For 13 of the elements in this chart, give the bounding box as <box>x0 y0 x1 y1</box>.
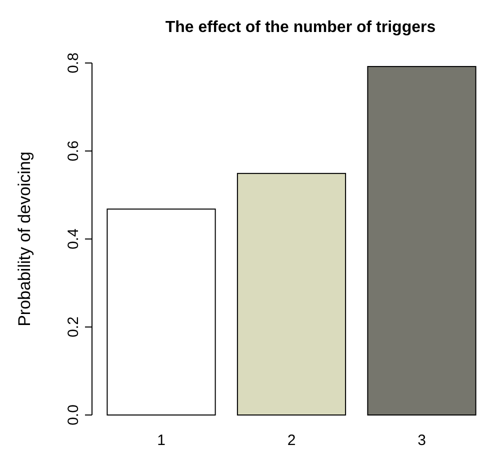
y-tick-label: 0.2 <box>65 316 82 338</box>
y-tick-label: 0.0 <box>65 404 82 426</box>
bar <box>106 208 216 416</box>
chart-title: The effect of the number of triggers <box>165 19 436 36</box>
x-tick-label: 3 <box>418 432 426 449</box>
y-tick-label: 0.4 <box>65 228 82 250</box>
y-tick-label: 0.8 <box>65 52 82 74</box>
bar <box>367 66 476 416</box>
y-axis-title: Probability of devoicing <box>15 152 34 326</box>
x-tick-label: 1 <box>157 432 166 449</box>
bar <box>236 172 346 416</box>
x-tick-label: 2 <box>287 432 296 449</box>
y-tick-label: 0.6 <box>65 140 82 162</box>
